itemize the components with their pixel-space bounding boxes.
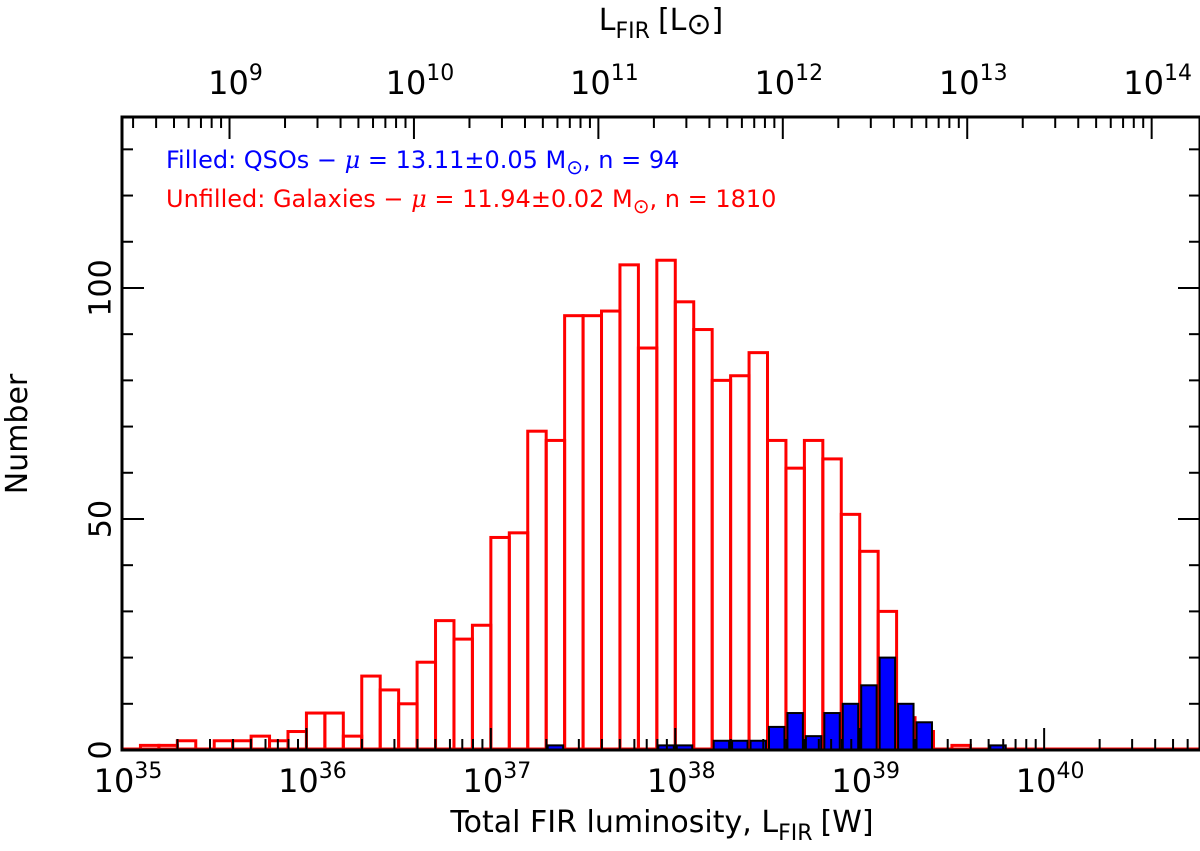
galaxies-bar — [655, 258, 677, 752]
galaxies-bar — [470, 623, 493, 752]
galaxies-bar — [692, 328, 714, 752]
galaxies-bar — [378, 688, 401, 752]
galaxies-bar — [489, 535, 511, 752]
y-tick-label: 0 — [84, 740, 119, 759]
x-tick-label: 1035 — [94, 759, 163, 800]
legend-qsos: Filled: QSOs − μ = 13.11±0.05 M⊙, n = 94 — [166, 146, 679, 179]
galaxies-bar — [581, 314, 604, 752]
qsos-bar — [786, 712, 804, 752]
galaxies-bar — [600, 309, 622, 752]
galaxies-bar — [434, 619, 456, 752]
qsos-bar — [860, 684, 878, 751]
galaxies-bar — [452, 637, 474, 752]
qsos-series — [546, 656, 1007, 752]
legend-galaxies: Unfilled: Galaxies − μ = 11.94±0.02 M⊙, … — [166, 185, 776, 218]
axis-ticks — [121, 117, 1200, 751]
y-tick-label: 100 — [84, 259, 119, 316]
galaxies-bar — [821, 457, 843, 752]
x-tick-label: 1038 — [647, 759, 716, 800]
top-tick-label: 1010 — [386, 61, 455, 102]
galaxies-bar — [636, 346, 659, 752]
top-tick-label: 1012 — [754, 61, 823, 102]
galaxies-bar — [747, 351, 769, 752]
galaxies-bar — [415, 660, 438, 752]
galaxies-bar — [784, 466, 806, 752]
top-tick-label: 109 — [208, 61, 263, 102]
top-tick-labels: 109 1010 1011 1012 1013 1014 — [208, 61, 1192, 102]
galaxies-bar — [544, 438, 567, 752]
galaxies-bar — [526, 429, 548, 752]
y-axis-label: Number — [0, 373, 35, 494]
y-tick-label: 50 — [84, 500, 119, 538]
galaxies-bar — [323, 711, 345, 752]
galaxies-bar — [507, 531, 530, 752]
qsos-bar — [878, 656, 897, 752]
x-tick-labels: 1035 1036 1037 1038 1039 1040 — [94, 759, 1085, 800]
galaxies-bar — [710, 378, 733, 752]
top-tick-label: 1013 — [939, 61, 1008, 102]
top-tick-label: 1014 — [1123, 61, 1192, 102]
galaxies-bar — [563, 314, 585, 752]
galaxies-bar — [304, 711, 327, 752]
plot-frame — [120, 115, 1200, 752]
galaxies-bar — [673, 300, 696, 752]
x-tick-label: 1037 — [462, 759, 531, 800]
x-axis-label: Total FIR luminosity, LFIR [W] — [449, 805, 873, 846]
galaxies-bar — [618, 263, 640, 752]
x-tick-label: 1040 — [1016, 759, 1085, 800]
galaxies-bar — [397, 702, 419, 752]
x-tick-label: 1036 — [278, 759, 347, 800]
top-tick-label: 1011 — [570, 61, 639, 102]
galaxies-series — [138, 258, 972, 752]
galaxies-bar — [360, 674, 382, 752]
top-axis-label: LFIR [L⊙] — [599, 3, 723, 44]
galaxies-bar — [802, 438, 825, 752]
y-tick-labels: 0 50 100 — [84, 259, 119, 759]
x-tick-label: 1039 — [831, 759, 900, 800]
galaxies-bar — [729, 374, 751, 752]
qsos-bar — [767, 725, 786, 752]
qsos-bar — [915, 721, 933, 751]
galaxies-bar — [765, 438, 788, 752]
qsos-bar — [897, 702, 915, 751]
